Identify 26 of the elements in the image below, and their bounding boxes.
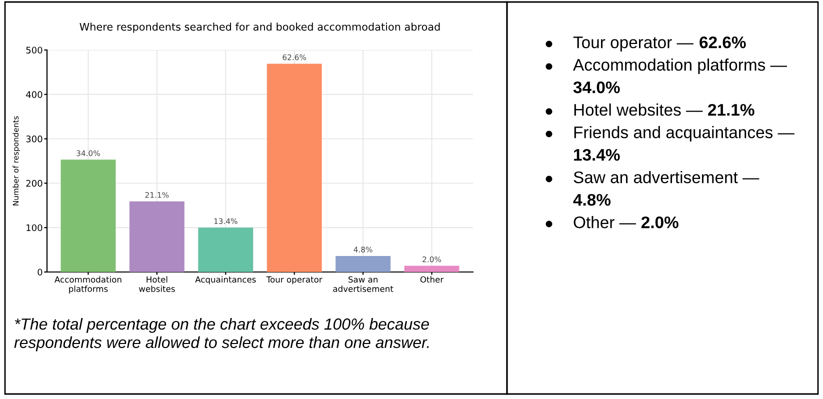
- text: Other — 2.0%: [574, 216, 678, 228]
- bar: [129, 201, 184, 272]
- text: *The total percentage on the chart exceeds 100% because respondents were allowed to select more than one answer.: [14, 318, 429, 352]
- y-tick-label: 300: [26, 136, 42, 142]
- bar: [198, 228, 254, 272]
- text: Accommodation platforms — 34.0%: [573, 58, 787, 94]
- x-tick-label: Hotel websites: [138, 276, 175, 292]
- bar: [404, 266, 460, 272]
- y-tick-label: 200: [26, 180, 42, 187]
- y-tick-label: 500: [26, 46, 42, 54]
- bar: [336, 256, 391, 272]
- text: Friends and acquaintances — 13.4%: [574, 126, 794, 161]
- x-tick-label: Accommodation platforms: [54, 276, 122, 294]
- x-tick-label: Acquaintances: [195, 276, 256, 284]
- bar: [266, 64, 322, 272]
- text: Saw an advertisement — 4.8%: [573, 171, 760, 206]
- text: Tour operator — 62.6%: [573, 36, 746, 52]
- x-tick-label: Saw an advertisement: [333, 276, 394, 292]
- chart-title: Where respondents searched for and booked accommodation abroad: [80, 22, 440, 33]
- x-tick-label: Tour operator: [266, 276, 322, 284]
- x-tick-label: Other: [420, 276, 444, 283]
- y-tick-label: 0: [38, 268, 42, 276]
- bar: [60, 160, 116, 272]
- y-tick-label: 100: [26, 224, 42, 232]
- text: Hotel websites — 21.1%: [574, 104, 754, 116]
- y-tick-label: 400: [26, 91, 42, 98]
